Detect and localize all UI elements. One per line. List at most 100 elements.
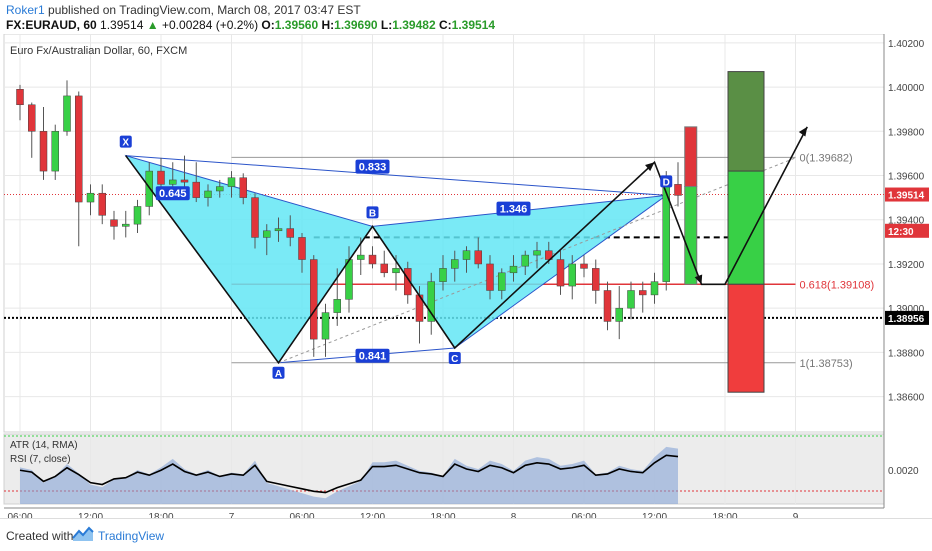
candle xyxy=(592,259,600,304)
candle-body xyxy=(286,228,294,238)
candle xyxy=(28,102,36,158)
candle xyxy=(204,184,212,207)
candle-body xyxy=(380,263,388,274)
candle-body xyxy=(603,290,612,322)
candle-body xyxy=(216,186,224,192)
candle-body xyxy=(16,89,24,106)
low-value: 1.39482 xyxy=(392,18,436,32)
time-tick-label: 06:00 xyxy=(571,512,596,518)
candle-body xyxy=(427,281,435,322)
candle-body xyxy=(75,95,83,203)
candle xyxy=(110,210,118,240)
time-tick-label: 06:00 xyxy=(289,512,314,518)
pattern-point-label: C xyxy=(451,354,458,365)
candle xyxy=(39,106,48,180)
candle xyxy=(650,272,659,304)
author-link[interactable]: Roker1 xyxy=(6,3,45,17)
candle-body xyxy=(451,259,459,269)
time-tick-label: 12:00 xyxy=(360,512,385,518)
indicator: ATR (14, RMA) RSI (7, close) 0.0020 xyxy=(4,435,919,504)
zone-green-small xyxy=(684,186,698,285)
candle xyxy=(75,91,83,247)
pattern-line-xd xyxy=(125,155,667,196)
candle-body xyxy=(345,259,353,300)
candle-body xyxy=(627,290,635,309)
candle-body xyxy=(169,179,177,185)
candles xyxy=(16,80,682,357)
candle xyxy=(133,199,142,233)
candle xyxy=(227,171,236,198)
high-value: 1.39690 xyxy=(334,18,378,32)
projection-boxes xyxy=(684,71,765,393)
ratio-badge xyxy=(355,348,390,363)
publish-line: Roker1 published on TradingView.com, Mar… xyxy=(6,3,361,17)
pattern-point-badge xyxy=(448,351,461,364)
candle xyxy=(216,179,224,198)
candle xyxy=(368,246,377,269)
price-tag-label: 12:30 xyxy=(888,227,914,238)
tradingview-logo-icon xyxy=(72,526,94,541)
pattern-point-label: X xyxy=(122,138,129,149)
candle-body xyxy=(521,254,529,267)
time-tick-label: 18:00 xyxy=(430,512,455,518)
candle-body xyxy=(227,177,236,187)
time-tick-label: 8 xyxy=(511,512,517,518)
price-tag-label: 1.38956 xyxy=(888,314,925,325)
candle-body xyxy=(63,95,71,132)
candle-body xyxy=(39,131,48,172)
pattern-point-badge xyxy=(660,175,673,188)
candle xyxy=(462,246,471,273)
last-price: 1.39514 xyxy=(100,18,144,32)
candle-body xyxy=(274,228,283,232)
candle-body xyxy=(110,219,118,227)
ratio-label: 0.645 xyxy=(159,188,187,200)
candle-body xyxy=(333,299,341,313)
candle-body xyxy=(368,254,377,265)
candle-body xyxy=(122,223,130,227)
candle xyxy=(298,233,306,273)
candle xyxy=(521,250,529,276)
candle xyxy=(486,255,494,300)
zigzag-line xyxy=(125,126,808,365)
candle xyxy=(662,171,670,291)
candle xyxy=(98,184,106,225)
candle xyxy=(427,272,435,335)
price-tick-label: 1.39600 xyxy=(888,172,925,183)
candle-body xyxy=(28,104,36,132)
candle xyxy=(627,281,635,320)
up-triangle-icon: ▲ xyxy=(146,18,159,32)
candle xyxy=(509,255,518,282)
ratio-badge xyxy=(155,186,190,201)
pattern-point-label: A xyxy=(275,369,282,380)
price-axis: 1.40200 1.40000 1.39800 1.39600 1.39400 1.392… xyxy=(883,34,929,508)
created-with-text: Created with xyxy=(6,529,74,543)
candle-body xyxy=(51,131,59,172)
ratio-badge xyxy=(355,159,390,174)
candle-body xyxy=(462,250,471,260)
candle-body xyxy=(580,263,588,269)
candle-body xyxy=(533,250,541,256)
time-tick-label: 9 xyxy=(793,512,799,518)
candle-body xyxy=(474,250,482,265)
time-tick-label: 7 xyxy=(229,512,235,518)
zone-red xyxy=(727,283,765,393)
ratio-label: 0.833 xyxy=(359,162,387,174)
candle xyxy=(286,215,294,247)
tradingview-brand[interactable]: TradingView xyxy=(98,529,165,543)
candle xyxy=(380,250,388,278)
ratio-label: 0.841 xyxy=(359,351,387,363)
fib-label: 1(1.38753) xyxy=(800,358,853,370)
price-chart[interactable]: Euro Fx/Australian Dollar, 60, FXCM 1.402… xyxy=(0,34,932,518)
price-tick-label: 1.38800 xyxy=(888,348,925,359)
candle-body xyxy=(509,265,518,274)
candle xyxy=(16,84,24,121)
candle xyxy=(533,241,541,269)
price-tick-label: 1.38600 xyxy=(888,393,925,404)
candle-body xyxy=(98,192,106,216)
time-axis: 06:00 12:00 18:00 7 06:00 12:00 18:00 8 06:00 12:… xyxy=(4,507,884,518)
candle xyxy=(86,184,95,216)
arrow-head-icon xyxy=(798,126,808,137)
candle xyxy=(580,255,588,278)
pattern-point-badge xyxy=(272,366,285,379)
high-label: H: xyxy=(321,18,335,32)
